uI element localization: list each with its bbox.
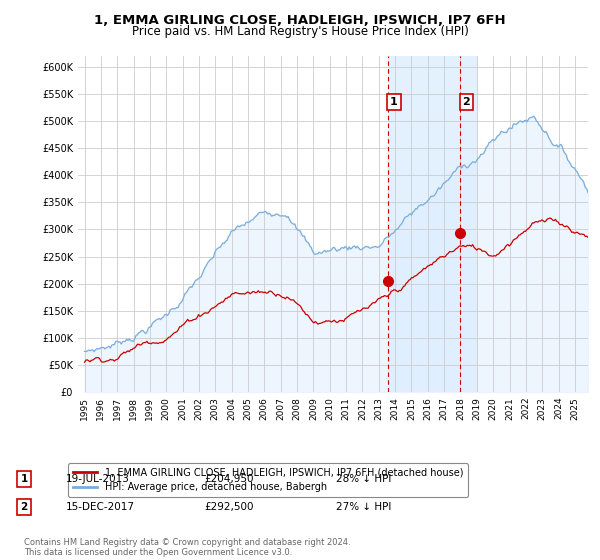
- Text: 28% ↓ HPI: 28% ↓ HPI: [336, 474, 391, 484]
- Text: 2: 2: [462, 97, 470, 107]
- Text: 1: 1: [20, 474, 28, 484]
- Text: £292,500: £292,500: [204, 502, 253, 512]
- Text: 1: 1: [390, 97, 398, 107]
- Text: Contains HM Land Registry data © Crown copyright and database right 2024.
This d: Contains HM Land Registry data © Crown c…: [24, 538, 350, 557]
- Text: 19-JUL-2013: 19-JUL-2013: [66, 474, 130, 484]
- Text: Price paid vs. HM Land Registry's House Price Index (HPI): Price paid vs. HM Land Registry's House …: [131, 25, 469, 38]
- Text: 15-DEC-2017: 15-DEC-2017: [66, 502, 135, 512]
- Text: 2: 2: [20, 502, 28, 512]
- Text: 1, EMMA GIRLING CLOSE, HADLEIGH, IPSWICH, IP7 6FH: 1, EMMA GIRLING CLOSE, HADLEIGH, IPSWICH…: [94, 14, 506, 27]
- Legend: 1, EMMA GIRLING CLOSE, HADLEIGH, IPSWICH, IP7 6FH (detached house), HPI: Average: 1, EMMA GIRLING CLOSE, HADLEIGH, IPSWICH…: [68, 463, 468, 497]
- Bar: [388, 56, 476, 392]
- Text: 27% ↓ HPI: 27% ↓ HPI: [336, 502, 391, 512]
- Text: £204,950: £204,950: [204, 474, 253, 484]
